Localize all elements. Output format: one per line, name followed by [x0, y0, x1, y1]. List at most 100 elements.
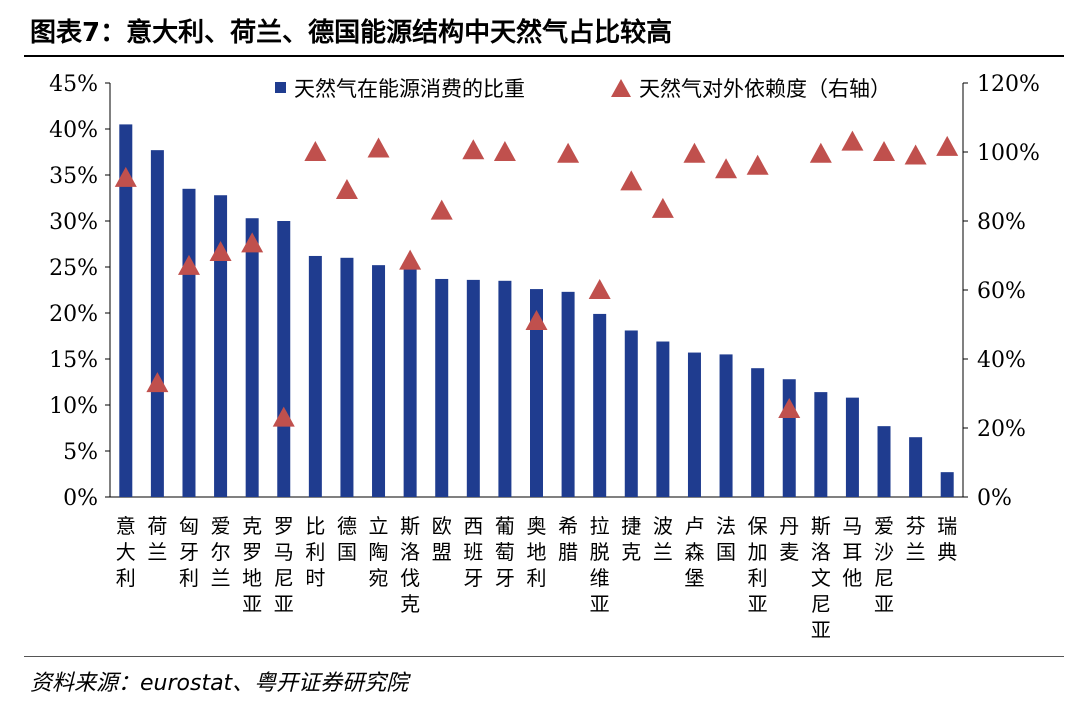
left-tick-label: 5% [63, 440, 98, 465]
category-label-欧盟: 欧盟 [432, 514, 452, 564]
bar-瑞典 [940, 472, 954, 497]
category-label-爱沙尼亚: 爱沙尼亚 [874, 514, 894, 616]
category-label-葡萄牙: 葡萄牙 [495, 514, 515, 590]
category-label-捷克: 捷克 [621, 514, 641, 564]
triangle-瑞典 [936, 135, 959, 156]
bar-罗马尼亚 [277, 221, 291, 497]
category-label-德国: 德国 [337, 514, 357, 564]
title-rule [24, 55, 1064, 57]
bar-希腊 [561, 291, 575, 497]
triangle-保加利亚 [746, 154, 769, 175]
bar-法国 [719, 354, 733, 497]
bar-斯洛文尼亚 [814, 392, 828, 497]
source-note: 资料来源：eurostat、粤开证券研究院 [30, 671, 409, 696]
triangle-马耳他 [841, 130, 864, 151]
category-label-芬兰: 芬兰 [906, 514, 926, 564]
bar-捷克 [624, 330, 638, 497]
right-tick-label: 80% [977, 210, 1026, 235]
bar-爱沙尼亚 [877, 426, 891, 497]
right-tick-label: 60% [977, 279, 1026, 304]
category-label-罗马尼亚: 罗马尼亚 [274, 514, 294, 616]
left-tick-label: 30% [49, 210, 98, 235]
triangle-拉脱维亚 [588, 279, 611, 299]
triangle-奥地利 [525, 310, 548, 331]
bar-芬兰 [909, 437, 923, 497]
category-label-意大利: 意大利 [116, 514, 136, 590]
triangle-卢森堡 [683, 142, 706, 163]
category-label-希腊: 希腊 [558, 514, 578, 564]
category-label-荷兰: 荷兰 [147, 514, 167, 564]
right-tick-label: 100% [977, 141, 1040, 166]
triangle-克罗地亚 [241, 232, 264, 253]
right-tick-label: 120% [977, 72, 1040, 97]
triangle-芬兰 [904, 144, 927, 165]
chart-title: 图表7：意大利、荷兰、德国能源结构中天然气占比较高 [30, 18, 673, 48]
left-tick-label: 10% [49, 394, 98, 419]
triangle-波兰 [651, 197, 674, 218]
triangle-斯洛文尼亚 [809, 142, 832, 163]
triangle-西班牙 [462, 139, 485, 160]
left-tick-label: 15% [49, 348, 98, 373]
category-label-保加利亚: 保加利亚 [748, 514, 768, 616]
triangle-匈牙利 [177, 254, 200, 275]
left-tick-label: 20% [49, 302, 98, 327]
legend-label-bar: 天然气在能源消费的比重 [294, 77, 525, 101]
right-tick-label: 0% [977, 486, 1012, 511]
category-label-匈牙利: 匈牙利 [179, 514, 199, 590]
category-label-法国: 法国 [716, 514, 736, 564]
category-label-卢森堡: 卢森堡 [684, 514, 704, 590]
left-tick-label: 45% [49, 72, 98, 97]
triangle-欧盟 [430, 199, 453, 220]
left-tick-label: 25% [49, 256, 98, 281]
category-label-立陶宛: 立陶宛 [369, 514, 389, 590]
triangle-德国 [335, 178, 358, 199]
triangle-立陶宛 [367, 137, 390, 158]
bar-西班牙 [466, 279, 480, 497]
bar-奥地利 [530, 289, 543, 497]
bar-欧盟 [435, 278, 449, 497]
bar-德国 [340, 257, 354, 497]
triangle-斯洛伐克 [399, 249, 422, 270]
right-axis: 0% 20% 40% 60% 80% 100% 120% [962, 72, 1040, 511]
bar-荷兰 [150, 150, 164, 497]
bar-斯洛伐克 [403, 265, 417, 497]
triangle-葡萄牙 [493, 141, 516, 161]
bar-葡萄牙 [498, 280, 512, 497]
triangle-意大利 [114, 166, 137, 187]
bar-保加利亚 [751, 368, 765, 497]
triangle-爱沙尼亚 [873, 141, 896, 161]
left-tick-label: 35% [49, 164, 98, 189]
legend-square-icon [275, 82, 286, 93]
triangle-法国 [715, 158, 738, 179]
category-label-奥地利: 奥地利 [527, 514, 547, 590]
bar-比利时 [308, 255, 322, 497]
triangle-series [114, 130, 959, 427]
category-label-斯洛文尼亚: 斯洛文尼亚 [811, 514, 831, 642]
triangle-罗马尼亚 [272, 406, 295, 427]
legend: 天然气在能源消费的比重 天然气对外依赖度（右轴） [275, 77, 891, 101]
bar-立陶宛 [372, 265, 386, 497]
bar-卢森堡 [687, 352, 701, 497]
right-tick-label: 20% [977, 417, 1026, 442]
left-tick-label: 0% [63, 486, 98, 511]
category-labels: 意大利荷兰匈牙利爱尔兰克罗地亚罗马尼亚比利时德国立陶宛斯洛伐克欧盟西班牙葡萄牙奥… [116, 514, 957, 642]
category-label-马耳他: 马耳他 [842, 514, 862, 590]
category-label-拉脱维亚: 拉脱维亚 [590, 514, 610, 616]
legend-triangle-icon [611, 79, 631, 97]
bar-波兰 [656, 341, 670, 497]
category-label-爱尔兰: 爱尔兰 [211, 514, 231, 590]
bar-马耳他 [845, 397, 859, 497]
triangle-爱尔兰 [209, 241, 232, 262]
category-label-比利时: 比利时 [305, 514, 325, 590]
source-rule [24, 656, 1064, 657]
legend-label-triangle: 天然气对外依赖度（右轴） [639, 77, 891, 101]
bar-series [119, 124, 954, 498]
category-label-西班牙: 西班牙 [463, 514, 483, 590]
triangle-丹麦 [778, 398, 801, 419]
category-label-丹麦: 丹麦 [779, 514, 799, 564]
triangle-捷克 [620, 170, 643, 191]
bar-拉脱维亚 [593, 313, 607, 497]
bar-爱尔兰 [214, 195, 228, 498]
left-tick-label: 40% [49, 118, 98, 143]
